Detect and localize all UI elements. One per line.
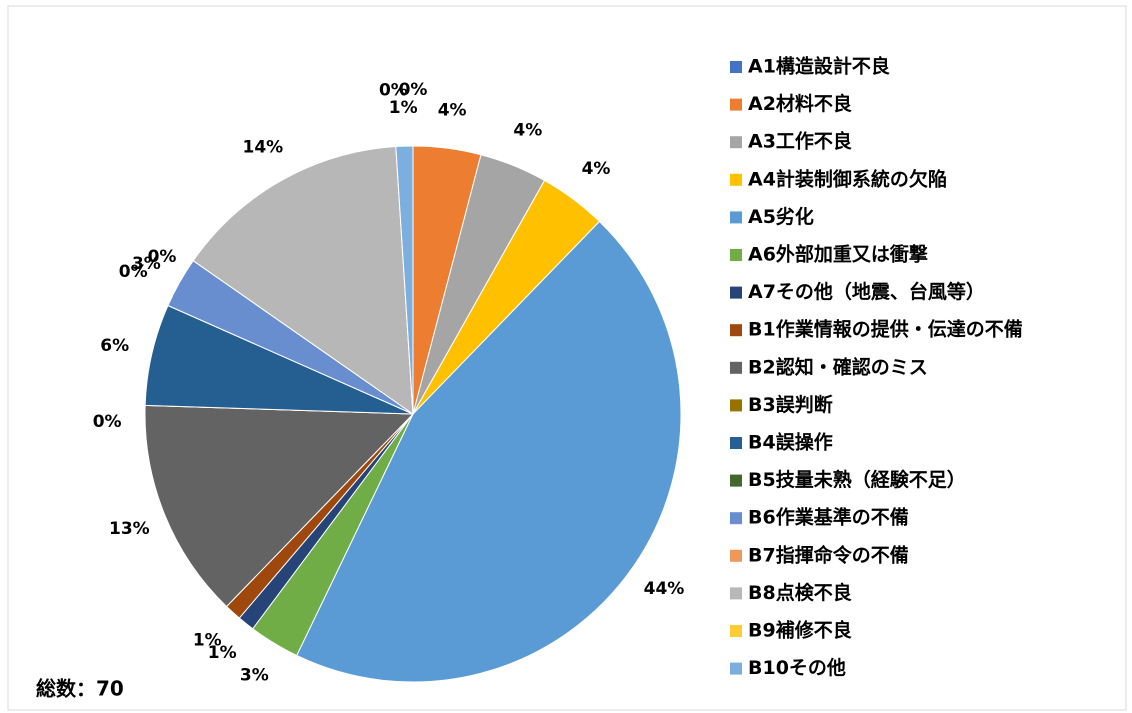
legend-swatch bbox=[730, 437, 742, 449]
data-label: 14% bbox=[242, 137, 283, 157]
legend-label: A5劣化 bbox=[748, 205, 814, 228]
legend-swatch bbox=[730, 98, 742, 111]
legend-label: A3工作不良 bbox=[748, 130, 852, 153]
pie-slice bbox=[395, 145, 414, 415]
data-label: 0% bbox=[93, 412, 122, 432]
legend-label: B6作業基準の不備 bbox=[748, 506, 909, 529]
pie-slice bbox=[144, 404, 415, 608]
data-label: 4% bbox=[582, 159, 611, 179]
data-label: 6% bbox=[100, 336, 129, 356]
pie-slice bbox=[192, 146, 414, 416]
legend-swatch bbox=[730, 61, 742, 73]
legend-swatch bbox=[730, 474, 742, 487]
legend-swatch bbox=[730, 211, 742, 224]
legend-swatch bbox=[730, 361, 742, 374]
data-label: 3% bbox=[240, 666, 269, 686]
legend-label: A4計装制御系統の欠陥 bbox=[748, 167, 947, 190]
legend-swatch bbox=[730, 286, 742, 299]
data-label: 1% bbox=[389, 98, 418, 118]
legend-label: A7その他（地震、台風等） bbox=[748, 280, 985, 303]
legend-swatch bbox=[730, 662, 742, 675]
total-annotation: 総数：70 bbox=[36, 677, 124, 701]
legend-swatch bbox=[730, 249, 742, 261]
legend-label: A1構造設計不良 bbox=[748, 55, 890, 78]
legend-label: B5技量未熟（経験不足） bbox=[748, 468, 966, 491]
legend-label: B1作業情報の提供・伝達の不備 bbox=[748, 318, 1023, 341]
legend-label: A6外部加重又は衝撃 bbox=[748, 243, 928, 266]
data-label: 0% bbox=[379, 81, 408, 101]
legend-label: B3誤判断 bbox=[748, 393, 833, 416]
data-label: 0% bbox=[148, 247, 177, 267]
data-label: 1% bbox=[193, 631, 222, 651]
legend-swatch bbox=[730, 324, 742, 337]
legend-swatch bbox=[730, 173, 742, 186]
data-label: 1% bbox=[208, 643, 237, 663]
legend-swatch bbox=[730, 136, 742, 149]
legend-label: B10その他 bbox=[748, 656, 846, 679]
data-label: 4% bbox=[438, 101, 467, 121]
data-label: 44% bbox=[644, 579, 685, 599]
legend-label: B7指揮命令の不備 bbox=[748, 543, 909, 566]
legend-label: B4誤操作 bbox=[748, 431, 833, 454]
legend-swatch bbox=[730, 512, 742, 525]
data-label: 13% bbox=[109, 519, 150, 539]
data-label: 4% bbox=[513, 120, 542, 140]
legend-swatch bbox=[730, 399, 742, 412]
legend-label: B9補修不良 bbox=[748, 619, 852, 642]
legend-label: B8点検不良 bbox=[748, 581, 852, 604]
data-label: 0% bbox=[119, 262, 148, 282]
legend-label: B2認知・確認のミス bbox=[748, 355, 928, 378]
legend-swatch bbox=[730, 587, 742, 600]
data-label: 3% bbox=[132, 254, 161, 274]
legend-label: A2材料不良 bbox=[748, 92, 852, 115]
data-label: 0% bbox=[399, 80, 428, 100]
legend-swatch bbox=[730, 625, 742, 637]
legend-swatch bbox=[730, 549, 742, 562]
pie-slice bbox=[296, 220, 682, 683]
